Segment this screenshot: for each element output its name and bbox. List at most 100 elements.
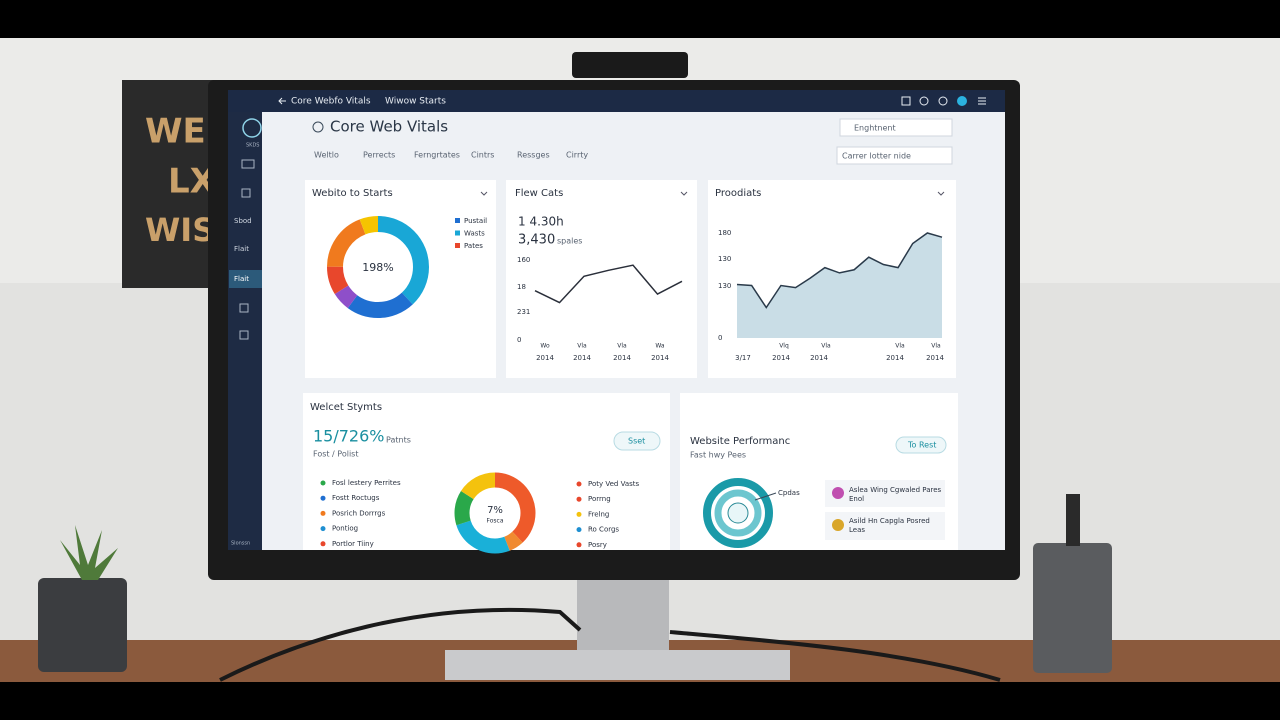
panel-title: Welcet Stymts xyxy=(310,402,382,413)
x-tick-label: Vla xyxy=(931,343,941,350)
icon[interactable] xyxy=(241,188,251,198)
donut-segment xyxy=(454,472,536,554)
icon[interactable] xyxy=(919,96,929,106)
chevron[interactable] xyxy=(937,191,945,196)
line xyxy=(736,232,943,309)
donut-center-sub: Fosca xyxy=(486,518,503,525)
panel xyxy=(506,180,697,378)
x-tick-label: 2014 xyxy=(536,354,554,362)
legend-label: Posrich Dorrrgs xyxy=(332,509,386,517)
icon[interactable] xyxy=(938,96,948,106)
item-text: Enol xyxy=(849,495,864,503)
callout: Cpdas xyxy=(778,489,800,497)
legend-label: Portlor Tiiny xyxy=(332,540,374,548)
button[interactable] xyxy=(895,436,947,454)
legend-dot xyxy=(576,511,582,517)
x-tick-label: Vla xyxy=(895,343,905,350)
x-tick-label: 2014 xyxy=(613,354,631,362)
legend-dot xyxy=(320,526,326,532)
panel-title: Flew Cats xyxy=(515,188,563,199)
icon[interactable] xyxy=(239,330,249,340)
y-tick-label: 130 xyxy=(718,255,731,263)
mug xyxy=(1033,543,1112,673)
line xyxy=(534,264,683,304)
icon[interactable] xyxy=(957,96,967,106)
x-tick-label: 2014 xyxy=(886,354,904,362)
legend-label: Wasts xyxy=(464,230,485,238)
plant xyxy=(60,525,118,580)
search-box[interactable] xyxy=(839,118,953,137)
nav-item[interactable]: Flait xyxy=(234,275,249,283)
x-tick-label: Wo xyxy=(540,343,550,350)
logo xyxy=(242,118,262,138)
radial-chart xyxy=(703,478,777,548)
y-tick-label: 18 xyxy=(517,283,526,291)
cable xyxy=(669,630,1001,682)
chevron[interactable] xyxy=(480,191,488,196)
x-tick-label: 3/17 xyxy=(735,354,751,362)
plant-pot xyxy=(38,578,127,672)
legend-label: Pustail xyxy=(464,217,487,225)
legend-label: Fostt Roctugs xyxy=(332,494,380,502)
pen xyxy=(1066,494,1080,546)
filter[interactable]: Cirrty xyxy=(566,151,588,160)
nav-active xyxy=(229,270,262,288)
stand-neck xyxy=(577,578,669,660)
legend-dot xyxy=(320,541,326,547)
topbar xyxy=(228,90,1005,112)
icon[interactable] xyxy=(239,303,249,313)
unit: Patnts xyxy=(386,436,411,445)
x-tick-label: 2014 xyxy=(810,354,828,362)
filter[interactable]: Ferngrtates xyxy=(414,151,460,160)
filter[interactable]: Ressges xyxy=(517,151,550,160)
callout-line xyxy=(754,492,777,501)
x-tick-label: Wa xyxy=(655,343,665,350)
legend-label: Ro Corgs xyxy=(588,526,619,534)
search-text[interactable]: Enghtnent xyxy=(854,124,896,133)
legend-label: Posry xyxy=(588,541,607,549)
filter[interactable]: Perrects xyxy=(363,151,395,160)
poster-text: LX xyxy=(168,162,216,202)
filter[interactable]: Cintrs xyxy=(471,151,494,160)
button[interactable] xyxy=(613,431,661,451)
filter[interactable]: Weltlo xyxy=(314,151,339,160)
button-text[interactable]: To Rest xyxy=(907,441,936,450)
panel xyxy=(303,393,670,550)
item-text: Leas xyxy=(849,526,865,534)
icon[interactable] xyxy=(978,97,986,105)
unit: spales xyxy=(557,237,582,246)
legend-label: Pontiog xyxy=(332,525,358,533)
area xyxy=(737,233,942,338)
item-text: Aslea Wing Cgwaled Pares xyxy=(849,486,942,494)
y-tick-label: 231 xyxy=(517,308,530,316)
legend-label: Fosl lestery Perrites xyxy=(332,479,401,487)
menu[interactable]: Wiwow Starts xyxy=(385,97,446,107)
title-icon xyxy=(312,121,324,133)
breadcrumb[interactable]: Core Webfo Vitals xyxy=(291,97,371,107)
x-tick-label: Vla xyxy=(577,343,587,350)
legend-dot xyxy=(576,542,582,548)
button-text[interactable]: Sset xyxy=(628,437,645,446)
legend-dot xyxy=(576,481,582,487)
donut-segment xyxy=(327,216,429,318)
list-item[interactable] xyxy=(825,512,945,540)
back-icon[interactable] xyxy=(278,97,286,105)
count: 3,430 xyxy=(518,233,555,248)
legend-swatch xyxy=(455,243,460,248)
topbar-icons xyxy=(901,96,986,106)
legend-label: Frelng xyxy=(588,510,609,518)
list-item[interactable] xyxy=(825,480,945,507)
nav-item[interactable]: Flait xyxy=(234,245,249,253)
legend-dot xyxy=(576,527,582,533)
nav-item[interactable]: Sbod xyxy=(234,217,252,225)
chevron[interactable] xyxy=(680,191,688,196)
donut-center: 7% xyxy=(487,505,503,516)
x-tick-label: 2014 xyxy=(926,354,944,362)
select-text[interactable]: Carrer lotter nide xyxy=(842,152,911,161)
poster-text: WE xyxy=(145,112,206,152)
icon[interactable] xyxy=(901,96,911,106)
x-tick-label: Vla xyxy=(821,343,831,350)
select-box[interactable] xyxy=(836,146,953,165)
stat: 1 4.30h xyxy=(518,215,564,229)
icon[interactable] xyxy=(241,159,255,169)
